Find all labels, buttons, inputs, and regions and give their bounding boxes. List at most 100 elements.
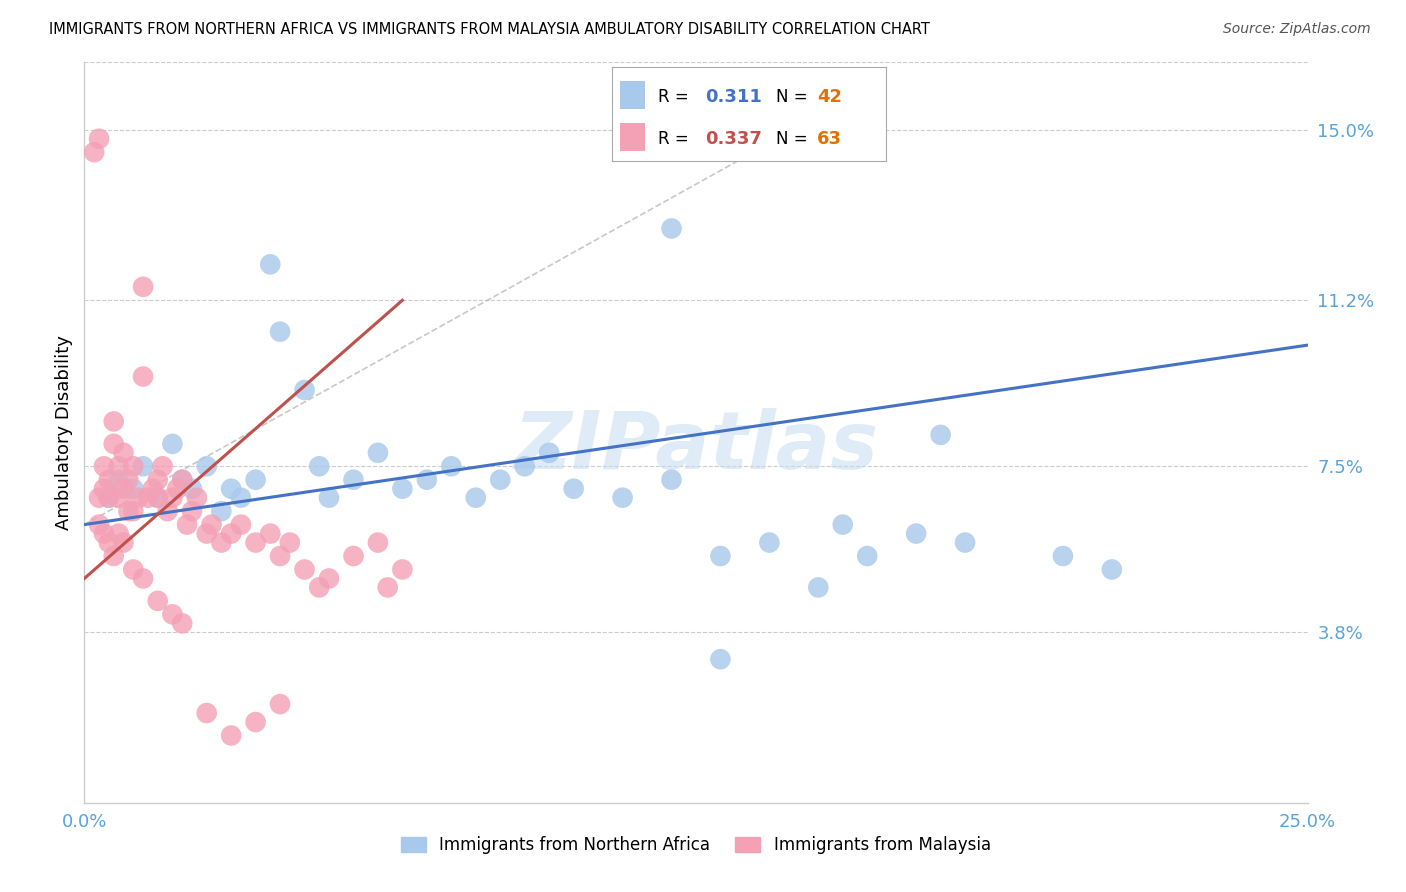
Point [513,459,536,474]
Point [132,459,155,474]
Point [107,459,129,474]
Text: N =: N = [776,88,813,106]
Point [269,549,291,563]
Point [181,504,204,518]
Point [709,549,731,563]
Point [117,473,139,487]
Point [136,491,159,505]
Text: ZIPatlas: ZIPatlas [513,409,879,486]
Point [294,562,316,576]
Point [112,446,135,460]
Point [93,526,115,541]
Point [127,491,149,505]
Point [200,517,222,532]
Point [245,473,267,487]
Point [856,549,879,563]
Point [166,482,188,496]
Point [146,491,169,505]
Point [318,491,340,505]
Point [367,446,389,460]
Point [229,491,252,505]
Legend: Immigrants from Northern Africa, Immigrants from Malaysia: Immigrants from Northern Africa, Immigra… [395,830,997,861]
Point [661,473,683,487]
Point [219,729,242,743]
Point [245,714,267,729]
Point [953,535,976,549]
Point [146,594,169,608]
Bar [620,123,644,152]
Point [103,437,125,451]
Point [132,280,155,294]
Point [562,482,585,496]
Point [107,526,129,541]
Point [112,482,135,496]
Point [195,706,218,720]
Point [342,549,364,563]
Point [142,482,165,496]
Point [269,325,291,339]
Point [97,491,120,505]
Point [612,491,634,505]
Point [758,535,780,549]
Point [391,482,413,496]
Point [87,132,110,146]
Point [308,459,330,474]
Point [1052,549,1074,563]
Point [172,616,194,631]
Point [162,437,184,451]
Point [1101,562,1123,576]
Point [103,414,125,428]
Point [195,459,218,474]
Point [245,535,267,549]
Point [186,491,208,505]
Point [209,535,232,549]
Bar [620,81,644,109]
Text: 0.337: 0.337 [704,130,762,148]
Point [709,652,731,666]
Point [122,459,145,474]
Point [391,562,413,576]
Point [176,517,198,532]
Point [294,383,316,397]
Text: N =: N = [776,130,813,148]
Point [97,491,120,505]
Point [117,504,139,518]
Point [156,504,179,518]
Text: R =: R = [658,130,695,148]
Point [440,459,463,474]
Point [905,526,928,541]
Point [97,473,120,487]
Point [146,491,169,505]
Y-axis label: Ambulatory Disability: Ambulatory Disability [55,335,73,530]
Point [308,581,330,595]
Point [489,473,512,487]
Point [146,473,169,487]
Point [97,535,120,549]
Point [219,526,242,541]
Point [538,446,561,460]
Point [132,571,155,585]
Point [209,504,232,518]
Point [93,459,115,474]
Point [87,517,110,532]
Point [172,473,194,487]
Point [259,526,281,541]
Text: 42: 42 [817,88,842,106]
Text: Source: ZipAtlas.com: Source: ZipAtlas.com [1223,22,1371,37]
Point [107,473,129,487]
Point [181,482,204,496]
Point [219,482,242,496]
Point [661,221,683,235]
Point [831,517,853,532]
Point [107,491,129,505]
Point [367,535,389,549]
Text: R =: R = [658,88,695,106]
Point [162,491,184,505]
Point [122,482,145,496]
Point [342,473,364,487]
Point [229,517,252,532]
Point [377,581,399,595]
Point [132,369,155,384]
Point [103,549,125,563]
Point [112,535,135,549]
